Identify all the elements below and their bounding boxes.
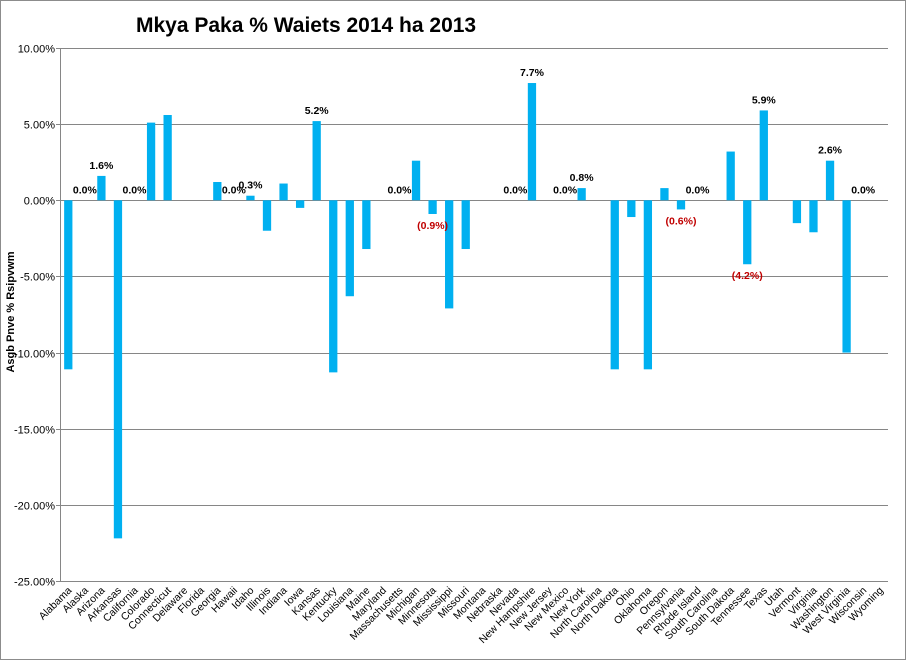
data-label: 0.3% xyxy=(238,180,263,192)
data-label: 0.0% xyxy=(123,184,148,196)
data-label: 5.9% xyxy=(752,94,777,106)
data-label: 7.7% xyxy=(520,67,545,79)
bar xyxy=(527,83,537,201)
bar xyxy=(213,182,222,201)
bar xyxy=(809,200,818,233)
bar xyxy=(643,200,653,370)
bar xyxy=(312,121,321,201)
bar xyxy=(246,195,255,201)
data-label: 0.0% xyxy=(222,184,247,196)
y-tick-label: 5.00% xyxy=(24,120,55,132)
data-label: 0.0% xyxy=(503,184,528,196)
data-label: 2.6% xyxy=(818,145,843,157)
bar xyxy=(676,200,686,210)
y-axis-ticks: 10.00% 5.00% 0.00% -5.00% -10.00% -15.00% -20.… xyxy=(14,44,60,589)
bar xyxy=(610,200,619,370)
bar xyxy=(577,188,586,201)
data-label: (4.2%) xyxy=(732,270,763,282)
data-label: 1.6% xyxy=(89,160,114,172)
bar xyxy=(362,200,371,250)
data-label: 0.0% xyxy=(388,184,413,196)
data-label: 0.0% xyxy=(686,184,711,196)
bar xyxy=(163,115,172,201)
data-label: (0.9%) xyxy=(417,220,448,232)
data-label: 0.8% xyxy=(570,172,595,184)
data-label: (0.6%) xyxy=(666,215,697,227)
bar xyxy=(825,160,835,201)
bar xyxy=(279,183,288,201)
bar xyxy=(660,188,669,201)
y-tick-label: -20.00% xyxy=(14,501,55,513)
bar xyxy=(842,200,851,353)
data-label: 0.0% xyxy=(553,184,578,196)
bar xyxy=(445,200,454,309)
data-label: 0.0% xyxy=(851,184,876,196)
bar xyxy=(146,122,156,201)
y-tick-label: -15.00% xyxy=(14,425,55,437)
y-tick-label: -10.00% xyxy=(14,349,55,361)
bar xyxy=(329,200,338,373)
y-tick-label: -25.00% xyxy=(14,577,55,589)
y-axis-label: Asgb Pnve % Rsipvwm xyxy=(5,251,17,372)
x-axis-labels: AlabamaAlaskaArizonaArkansasCaliforniaCo… xyxy=(37,584,886,646)
y-tick-label: 10.00% xyxy=(18,44,56,56)
bar xyxy=(411,160,421,201)
bar xyxy=(345,200,354,297)
bar xyxy=(428,200,437,214)
bar xyxy=(726,151,735,201)
bar xyxy=(97,175,106,201)
chart-title: Mkya Paka % Waiets 2014 ha 2013 xyxy=(136,14,477,37)
bar xyxy=(64,200,73,370)
bar xyxy=(461,200,470,250)
bar xyxy=(262,200,272,231)
axes xyxy=(60,48,888,582)
bar xyxy=(743,200,752,265)
data-label: 0.0% xyxy=(73,184,98,196)
y-tick-label: -5.00% xyxy=(20,272,55,284)
bar xyxy=(759,110,768,201)
bar xyxy=(113,200,123,539)
data-labels: 0.0%1.6%0.0% 0.0%0.3%5.2%0.0%(0.9%)0.0%7.… xyxy=(73,67,876,282)
y-tick-label: 0.00% xyxy=(24,196,55,208)
bars xyxy=(64,83,851,539)
data-label: 5.2% xyxy=(305,105,330,117)
bar xyxy=(792,200,802,224)
bar xyxy=(627,200,636,218)
bar xyxy=(295,200,305,208)
